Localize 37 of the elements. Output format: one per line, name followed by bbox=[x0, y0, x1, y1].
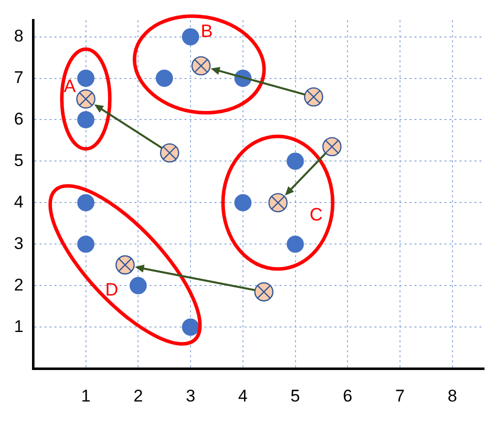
x-tick-label: 4 bbox=[238, 386, 248, 406]
point bbox=[77, 70, 94, 87]
y-tick-label: 7 bbox=[14, 68, 24, 87]
y-tick-label: 2 bbox=[14, 275, 24, 294]
point bbox=[254, 282, 274, 302]
point bbox=[77, 236, 94, 253]
point bbox=[77, 111, 94, 128]
x-tick-label: 7 bbox=[395, 386, 405, 406]
point bbox=[77, 194, 94, 212]
y-tick-label: 6 bbox=[14, 109, 24, 128]
point bbox=[286, 236, 304, 253]
point bbox=[191, 56, 211, 76]
point bbox=[182, 28, 200, 46]
x-tick-label: 8 bbox=[448, 386, 458, 406]
series-label: D bbox=[105, 280, 118, 300]
x-tick-label: 5 bbox=[290, 386, 300, 406]
y-tick-label: 4 bbox=[14, 192, 24, 212]
series-label: B bbox=[200, 20, 213, 41]
x-tick-label: 3 bbox=[186, 386, 196, 406]
x-tick-label: 6 bbox=[342, 386, 352, 406]
point bbox=[160, 143, 180, 163]
point bbox=[234, 194, 252, 212]
point bbox=[130, 277, 147, 294]
point bbox=[76, 89, 96, 109]
y-tick-label: 1 bbox=[14, 316, 24, 336]
point bbox=[304, 87, 324, 107]
series-label: C bbox=[310, 204, 323, 224]
y-tick-label: 8 bbox=[14, 26, 24, 46]
point bbox=[286, 152, 304, 170]
y-tick-label: 5 bbox=[14, 150, 24, 170]
point bbox=[156, 70, 173, 87]
point bbox=[268, 193, 288, 212]
y-tick-label: 3 bbox=[14, 234, 24, 253]
x-tick-label: 2 bbox=[133, 386, 143, 406]
point bbox=[322, 137, 342, 156]
x-tick-label: 1 bbox=[81, 386, 91, 406]
point bbox=[182, 318, 200, 336]
